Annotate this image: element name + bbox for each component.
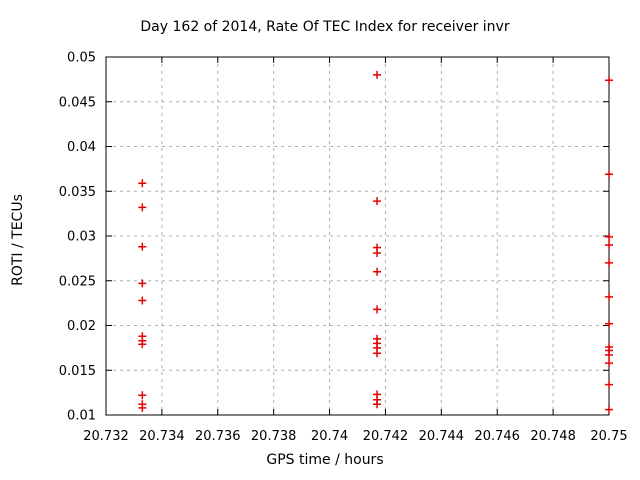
y-tick-label: 0.025 <box>59 274 96 289</box>
chart-title: Day 162 of 2014, Rate Of TEC Index for r… <box>140 19 510 35</box>
data-point <box>138 391 147 400</box>
y-tick-label: 0.03 <box>67 230 96 245</box>
data-point <box>605 258 613 267</box>
data-point <box>373 305 382 314</box>
y-tick-label: 0.05 <box>67 51 96 66</box>
data-point <box>373 249 382 258</box>
data-point <box>138 203 147 212</box>
data-point <box>373 197 382 206</box>
y-tick-label: 0.02 <box>67 319 96 334</box>
x-tick-label: 20.74 <box>311 429 348 444</box>
y-tick-label: 0.045 <box>59 95 96 110</box>
y-tick-label: 0.04 <box>67 140 96 155</box>
data-point <box>605 359 613 368</box>
y-tick-label: 0.015 <box>59 364 96 379</box>
x-axis-label: GPS time / hours <box>266 452 384 468</box>
data-point <box>138 279 147 288</box>
data-point <box>373 70 382 79</box>
x-tick-label: 20.734 <box>139 429 185 444</box>
y-tick-label: 0.035 <box>59 185 96 200</box>
data-point <box>373 349 382 358</box>
data-point <box>138 340 147 349</box>
data-point <box>138 296 147 305</box>
x-tick-label: 20.744 <box>419 429 465 444</box>
x-tick-label: 20.748 <box>530 429 576 444</box>
data-point <box>605 76 613 85</box>
x-tick-label: 20.732 <box>83 429 129 444</box>
x-tick-label: 20.746 <box>474 429 520 444</box>
data-point <box>605 232 613 241</box>
x-tick-label: 20.75 <box>590 429 627 444</box>
x-tick-label: 20.742 <box>363 429 409 444</box>
data-point <box>138 403 147 412</box>
data-point <box>605 170 613 179</box>
data-point <box>138 242 147 251</box>
x-tick-label: 20.738 <box>251 429 297 444</box>
data-point <box>605 319 613 328</box>
data-point <box>138 179 147 188</box>
data-point <box>605 405 613 414</box>
data-point <box>605 292 613 301</box>
y-axis-label: ROTI / TECUs <box>10 194 26 286</box>
x-tick-label: 20.736 <box>195 429 241 444</box>
data-point <box>605 380 613 389</box>
data-point <box>373 400 382 409</box>
y-tick-label: 0.01 <box>67 409 96 424</box>
data-point <box>605 351 613 360</box>
data-point <box>373 267 382 276</box>
data-point <box>605 240 613 249</box>
